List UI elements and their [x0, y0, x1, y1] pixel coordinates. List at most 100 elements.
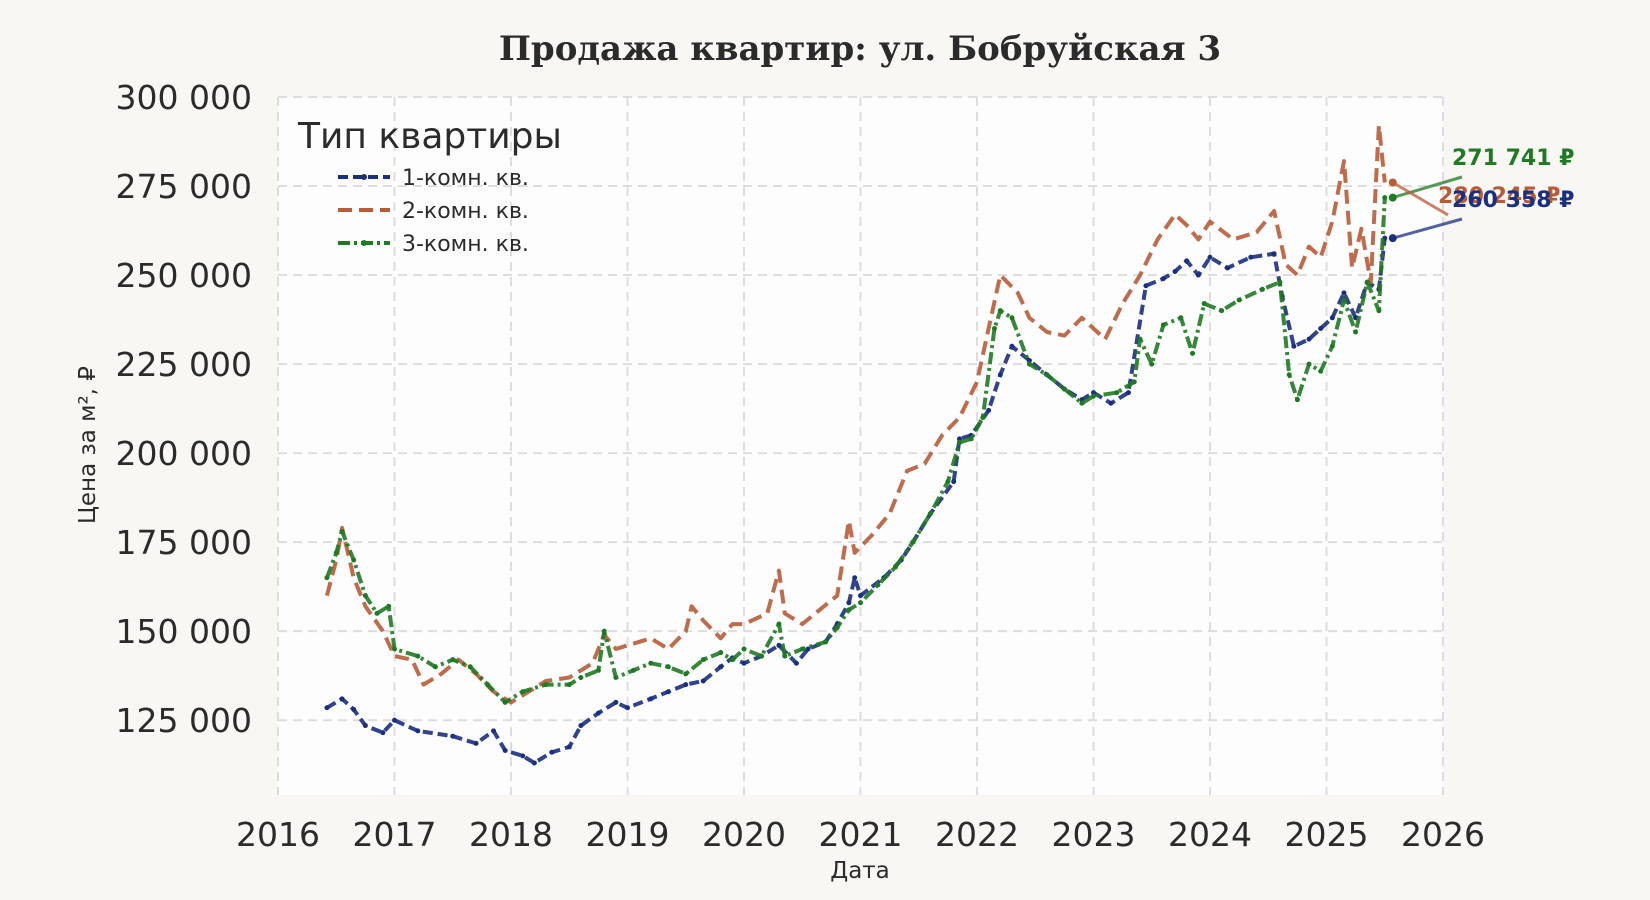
data-point: [1114, 390, 1120, 396]
data-point: [776, 621, 782, 627]
x-axis-ticks: 2016 2017 2018 2019 2020 2021 2022 2023 2024 2025…: [236, 815, 1485, 854]
data-point: [1131, 379, 1137, 385]
y-tick-label: 150 000: [116, 612, 252, 651]
data-point: [910, 539, 916, 545]
data-point: [595, 710, 601, 716]
data-point: [1108, 400, 1114, 406]
x-tick-label: 2019: [586, 815, 670, 854]
data-point: [1271, 251, 1277, 257]
data-point: [1160, 322, 1166, 328]
series-line: [325, 237, 1387, 765]
legend-item-label: 1-комн. кв.: [402, 166, 529, 191]
data-point: [324, 705, 330, 711]
data-point: [1125, 390, 1131, 396]
data-point: [892, 564, 898, 570]
grid: [277, 96, 1444, 795]
data-point: [386, 603, 392, 609]
data-point: [520, 753, 526, 759]
data-point: [578, 674, 584, 680]
annotation-label: 260 358 ₽: [1452, 188, 1574, 213]
data-point: [846, 607, 852, 613]
data-point: [1277, 279, 1283, 285]
data-point: [415, 653, 421, 659]
chart-title: Продажа квартир: ул. Бобруйская 3: [499, 29, 1221, 69]
data-point: [997, 308, 1003, 314]
data-point: [1184, 258, 1190, 264]
x-tick-label: 2023: [1052, 815, 1136, 854]
data-point: [549, 749, 555, 755]
data-point: [945, 479, 951, 485]
data-point: [339, 696, 345, 702]
data-point: [1137, 336, 1143, 342]
data-point: [1009, 315, 1015, 321]
y-tick-label: 225 000: [116, 345, 252, 384]
data-point: [1026, 358, 1032, 364]
data-point: [1026, 361, 1032, 367]
data-point: [1201, 301, 1207, 307]
x-tick-label: 2017: [353, 815, 437, 854]
data-point: [1364, 279, 1370, 285]
data-point: [1149, 361, 1155, 367]
data-point: [1318, 325, 1324, 331]
data-point: [351, 707, 357, 713]
data-point: [980, 415, 986, 421]
data-point: [1353, 329, 1359, 335]
data-point: [997, 372, 1003, 378]
data-point: [1341, 290, 1347, 296]
data-point: [467, 664, 473, 670]
data-point: [858, 600, 863, 606]
data-point: [1160, 276, 1166, 282]
data-point: [700, 657, 706, 663]
legend-marker: [361, 174, 367, 180]
data-point: [665, 664, 671, 670]
data-point: [700, 678, 706, 684]
annotation-arrowhead: [1388, 234, 1397, 243]
y-tick-label: 125 000: [116, 701, 252, 740]
annotation-arrow: [1391, 181, 1449, 217]
data-point: [793, 660, 799, 666]
data-point: [1248, 254, 1254, 260]
data-point: [491, 728, 497, 734]
data-point: [362, 593, 368, 599]
data-point: [392, 717, 397, 723]
data-point: [1291, 343, 1297, 349]
data-point: [1219, 308, 1225, 314]
x-tick-label: 2020: [702, 815, 786, 854]
data-point: [380, 730, 386, 736]
annotation-arrowhead: [1388, 193, 1397, 202]
series-3: [324, 195, 1388, 705]
annotation-label: 280 245 ₽: [1438, 184, 1560, 209]
y-tick-label: 200 000: [116, 434, 252, 473]
legend-item-label: 3-комн. кв.: [402, 232, 529, 257]
x-tick-label: 2025: [1285, 815, 1369, 854]
series-line: [325, 197, 1387, 705]
data-point: [351, 557, 357, 563]
data-point: [502, 747, 508, 753]
data-point: [339, 528, 345, 534]
x-tick-label: 2024: [1168, 815, 1252, 854]
x-tick-label: 2021: [819, 815, 903, 854]
data-point: [1079, 400, 1085, 406]
data-point: [415, 728, 421, 734]
data-point: [986, 407, 992, 413]
data-point: [875, 582, 881, 588]
data-point: [1306, 361, 1312, 367]
data-point: [805, 646, 811, 652]
annotation-arrowhead: [1388, 178, 1397, 187]
legend-title: Тип квартиры: [297, 116, 562, 157]
data-point: [729, 657, 735, 663]
x-tick-label: 2016: [236, 815, 320, 854]
y-tick-label: 275 000: [116, 167, 252, 206]
x-tick-label: 2018: [469, 815, 553, 854]
data-point: [718, 650, 724, 656]
data-point: [578, 723, 584, 729]
data-point: [1091, 393, 1096, 399]
data-point: [782, 653, 788, 659]
data-point: [374, 610, 380, 616]
data-point: [834, 625, 840, 631]
data-point: [1286, 372, 1292, 378]
data-point: [531, 760, 537, 766]
data-point: [1178, 315, 1184, 321]
annotation-arrow: [1392, 217, 1463, 240]
